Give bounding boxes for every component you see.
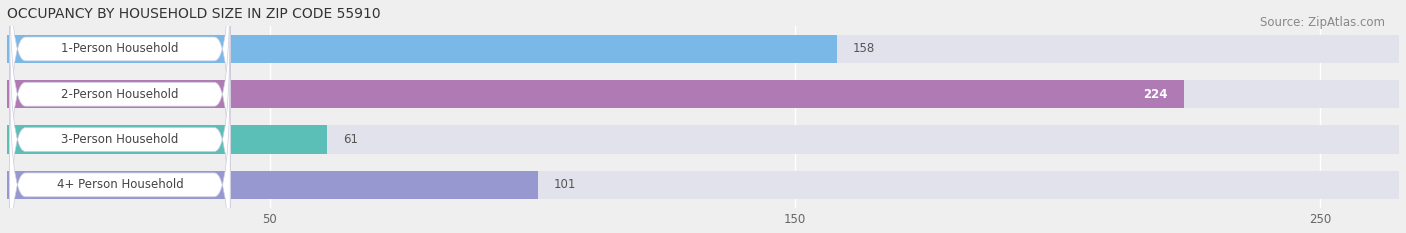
- Bar: [7, 171, 1399, 199]
- Text: 101: 101: [554, 178, 575, 191]
- FancyBboxPatch shape: [10, 16, 231, 233]
- Text: OCCUPANCY BY HOUSEHOLD SIZE IN ZIP CODE 55910: OCCUPANCY BY HOUSEHOLD SIZE IN ZIP CODE …: [7, 7, 381, 21]
- Bar: [7, 171, 537, 199]
- Bar: [7, 126, 1399, 154]
- Text: 61: 61: [343, 133, 359, 146]
- Text: Source: ZipAtlas.com: Source: ZipAtlas.com: [1260, 16, 1385, 29]
- FancyBboxPatch shape: [10, 61, 231, 233]
- Text: 158: 158: [852, 42, 875, 55]
- Text: 4+ Person Household: 4+ Person Household: [56, 178, 183, 191]
- FancyBboxPatch shape: [10, 0, 231, 218]
- Text: 3-Person Household: 3-Person Household: [62, 133, 179, 146]
- Bar: [7, 80, 1399, 108]
- Bar: [7, 126, 328, 154]
- Text: 2-Person Household: 2-Person Household: [60, 88, 179, 101]
- Bar: [7, 35, 1399, 63]
- Bar: [7, 80, 1184, 108]
- FancyBboxPatch shape: [10, 0, 231, 173]
- Text: 224: 224: [1143, 88, 1168, 101]
- Bar: [7, 35, 837, 63]
- Text: 1-Person Household: 1-Person Household: [60, 42, 179, 55]
